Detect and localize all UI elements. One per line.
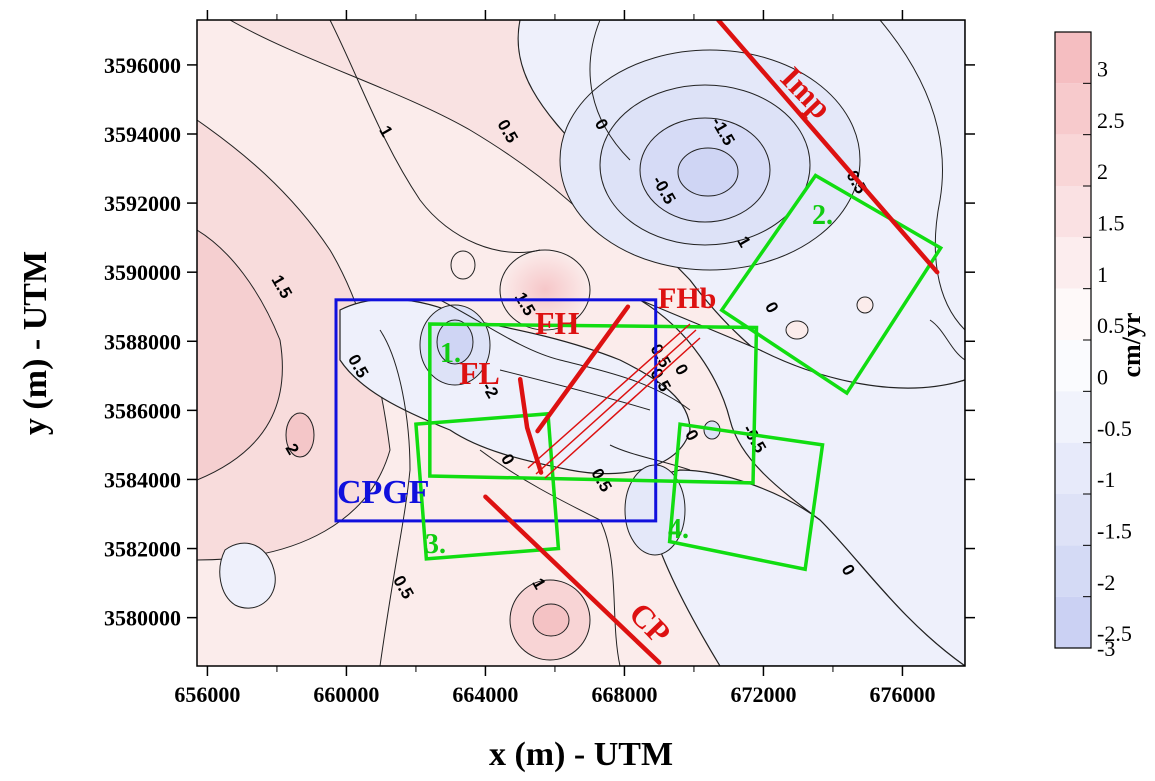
y-tick-label: 3582000 bbox=[104, 537, 181, 562]
colorbar-swatch bbox=[1055, 494, 1091, 546]
annotation-box-1: 1. bbox=[440, 338, 461, 369]
colorbar-label: 2 bbox=[1097, 159, 1108, 184]
x-tick-label: 660000 bbox=[313, 682, 379, 707]
study-box bbox=[667, 422, 825, 572]
cpgf-box bbox=[334, 298, 658, 523]
y-tick-label: 3590000 bbox=[104, 260, 181, 285]
colorbar-label: 1 bbox=[1097, 262, 1108, 287]
positive-region-west-inner bbox=[197, 229, 283, 481]
fault-line bbox=[535, 304, 631, 434]
x-tick-label: 668000 bbox=[591, 682, 657, 707]
plot-frame bbox=[196, 19, 966, 667]
colorbar-swatch bbox=[1055, 391, 1091, 443]
high-east-small bbox=[785, 320, 809, 340]
contour-line-a bbox=[329, 20, 541, 254]
contour-line-f bbox=[879, 20, 965, 331]
x-tick-label: 656000 bbox=[174, 682, 240, 707]
colorbar-swatch bbox=[1055, 545, 1091, 597]
annotation-box-2: 2. bbox=[812, 200, 833, 231]
colorbar-label: -1.5 bbox=[1097, 519, 1132, 544]
colorbar: 3 2.5 2 1.5 1 0.5 0 -0.5 -1 -1.5 -2 -2.5-3 bbox=[1054, 31, 1132, 661]
colorbar-label: -1 bbox=[1097, 467, 1115, 492]
colorbar-swatch bbox=[1055, 186, 1091, 238]
colorbar-swatch bbox=[1055, 288, 1091, 340]
y-tick-label: 3586000 bbox=[104, 398, 181, 423]
high-west-small bbox=[285, 412, 315, 458]
high-north-center bbox=[499, 249, 591, 331]
low-center-west-2 bbox=[436, 319, 474, 365]
colorbar-swatch bbox=[1055, 442, 1091, 494]
x-tick-label: 676000 bbox=[869, 682, 935, 707]
contour-line-c bbox=[379, 329, 411, 666]
colorbar-swatch bbox=[1055, 83, 1091, 135]
x-axis-title: x (m) - UTM bbox=[489, 736, 673, 773]
colorbar-swatch bbox=[1055, 32, 1091, 84]
annotation-box-4: 4. bbox=[668, 514, 689, 545]
colorbar-swatch bbox=[1055, 596, 1091, 648]
colorbar-label: 2.5 bbox=[1097, 108, 1125, 133]
study-boxes bbox=[414, 173, 944, 572]
colorbar-label: 3 bbox=[1097, 57, 1108, 82]
fault-line bbox=[517, 377, 544, 475]
x-tick-label: 672000 bbox=[730, 682, 796, 707]
fault-line bbox=[483, 494, 662, 665]
annotation-fl: FL bbox=[459, 355, 500, 391]
study-box bbox=[428, 322, 759, 485]
colorbar-swatch bbox=[1055, 237, 1091, 289]
y-tick-label: 3584000 bbox=[104, 467, 181, 492]
y-tick-label: 3594000 bbox=[104, 122, 181, 147]
annotation-fh: FH bbox=[535, 305, 580, 341]
colorbar-label: 0.5 bbox=[1097, 313, 1125, 338]
colorbar-swatch bbox=[1055, 340, 1091, 392]
y-tick-label: 3580000 bbox=[104, 606, 181, 631]
fault-line bbox=[716, 20, 940, 275]
colorbar-swatch bbox=[1055, 134, 1091, 186]
contour-line-h bbox=[609, 444, 691, 471]
study-box bbox=[414, 411, 561, 561]
contour-line-i bbox=[929, 319, 965, 361]
high-south-inner bbox=[532, 603, 570, 637]
y-tick-label: 3592000 bbox=[104, 191, 181, 216]
x-axis: 656000 660000 664000 668000 672000 676000 bbox=[174, 10, 935, 707]
colorbar-label: 0 bbox=[1097, 365, 1108, 390]
y-axis-title: y (m) - UTM bbox=[17, 251, 54, 435]
annotation-fhb: FHb bbox=[658, 282, 716, 315]
fault-lines bbox=[483, 20, 940, 665]
x-tick-label: 664000 bbox=[452, 682, 518, 707]
high-east-small-2 bbox=[856, 296, 874, 314]
y-tick-label: 3596000 bbox=[104, 53, 181, 78]
annotation-cpgf: CPGF bbox=[337, 474, 430, 511]
colorbar-label: -2 bbox=[1097, 570, 1115, 595]
low-ring-4 bbox=[677, 147, 739, 197]
colorbar-label: -2.5 bbox=[1097, 621, 1132, 646]
colorbar-label: -0.5 bbox=[1097, 416, 1132, 441]
high-ne-small bbox=[450, 250, 476, 280]
contour-line-b bbox=[589, 20, 631, 161]
negative-region-southwest bbox=[219, 542, 276, 609]
colorbar-title: cm/yr bbox=[1117, 313, 1146, 378]
fhb-fault-lines bbox=[527, 323, 701, 479]
colorbar-label: -3 bbox=[1097, 636, 1115, 661]
contour-line-g bbox=[439, 299, 691, 411]
study-box bbox=[719, 173, 944, 396]
overlay-features bbox=[334, 20, 944, 665]
colorbar-label: 1.5 bbox=[1097, 211, 1125, 236]
y-tick-label: 3588000 bbox=[104, 329, 181, 354]
annotation-box-3: 3. bbox=[425, 529, 446, 560]
y-axis: 3580000 3582000 3584000 3586000 3588000 35900… bbox=[104, 53, 975, 631]
